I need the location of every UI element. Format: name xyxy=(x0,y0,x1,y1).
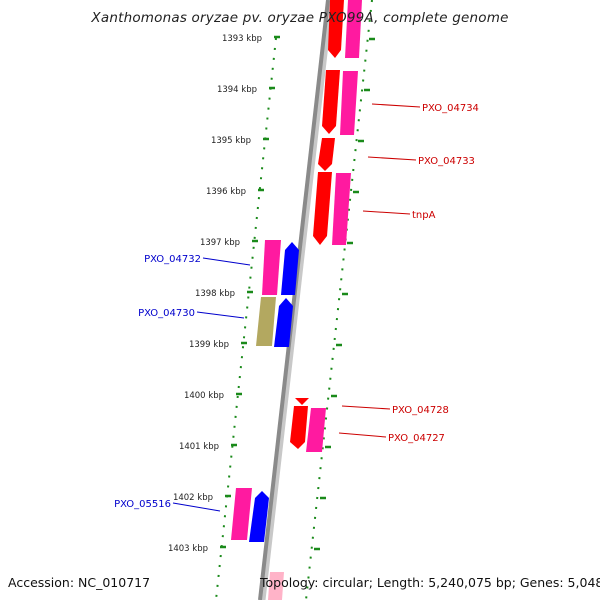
gene-label[interactable]: PXO_04727 xyxy=(388,433,445,444)
kbp-label: 1402 kbp xyxy=(173,493,213,503)
gene-leader-line xyxy=(367,156,417,161)
gene-group-pxo04732[interactable] xyxy=(262,240,299,295)
kbp-label: 1394 kbp xyxy=(217,85,257,95)
gene-leader-line xyxy=(196,311,245,319)
gene-group-pxo04733[interactable] xyxy=(318,138,335,171)
gene-leader-line xyxy=(338,432,387,438)
kbp-ticks xyxy=(220,35,375,551)
gene-pxo04730-blue[interactable] xyxy=(274,298,293,347)
gene-leader-line xyxy=(202,257,251,266)
gene-label[interactable]: PXO_04732 xyxy=(144,254,201,265)
gene-pxo04728-red-small[interactable] xyxy=(295,398,309,405)
gene-group-pxo04727[interactable] xyxy=(306,408,326,452)
gene-pxo04728-red[interactable] xyxy=(290,406,308,449)
gene-pink-top[interactable] xyxy=(345,0,362,58)
gene-label-group: PXO_04734 PXO_04733 tnpA PXO_04732 PXO_04730… xyxy=(114,103,479,512)
gene-pxo05516-blue[interactable] xyxy=(249,491,269,542)
kbp-label: 1403 kbp xyxy=(168,544,208,554)
left-ruler xyxy=(215,37,277,601)
gene-tnpa-red[interactable] xyxy=(313,172,332,245)
gene-label[interactable]: tnpA xyxy=(412,210,436,221)
genome-summary-text: Topology: circular; Length: 5,240,075 bp… xyxy=(260,575,600,590)
gene-pxo04732-pink[interactable] xyxy=(262,240,281,295)
gene-leader-line xyxy=(341,405,391,410)
kbp-label: 1396 kbp xyxy=(206,187,246,197)
kbp-label: 1395 kbp xyxy=(211,136,251,146)
kbp-label: 1397 kbp xyxy=(200,238,240,248)
gene-group-tnpa[interactable] xyxy=(313,172,351,245)
dna-backbone xyxy=(258,0,330,601)
kbp-label: 1398 kbp xyxy=(195,289,235,299)
gene-label[interactable]: PXO_04733 xyxy=(418,156,475,167)
gene-pxo05516-pink[interactable] xyxy=(231,488,252,540)
gene-label[interactable]: PXO_04728 xyxy=(392,405,449,416)
gene-pxo04734-red[interactable] xyxy=(322,70,340,134)
right-ruler xyxy=(305,0,373,601)
gene-label[interactable]: PXO_04734 xyxy=(422,103,479,114)
gene-pxo04727-pink[interactable] xyxy=(306,408,326,452)
gene-group-pxo04730[interactable] xyxy=(256,297,293,347)
gene-tnpa-pink[interactable] xyxy=(332,173,351,245)
gene-bottom-pink[interactable] xyxy=(268,572,284,600)
kbp-label: 1393 kbp xyxy=(222,34,262,44)
accession-text: Accession: NC_010717 xyxy=(8,575,151,590)
gene-leader-line xyxy=(172,502,221,512)
gene-pxo04734-pink[interactable] xyxy=(340,71,358,135)
gene-pxo04732-blue[interactable] xyxy=(281,242,299,295)
gene-label[interactable]: PXO_04730 xyxy=(138,308,195,319)
gene-leader-line xyxy=(371,103,421,108)
gene-group-top xyxy=(328,0,362,58)
kbp-label: 1399 kbp xyxy=(189,340,229,350)
kbp-label: 1401 kbp xyxy=(179,442,219,452)
gene-pxo04733-red[interactable] xyxy=(318,138,335,171)
genome-title: Xanthomonas oryzae pv. oryzae PXO99A, co… xyxy=(91,10,509,26)
gene-group-pxo04728[interactable] xyxy=(290,398,309,449)
gene-group-pxo05516[interactable] xyxy=(231,488,269,542)
gene-pxo04730-olive[interactable] xyxy=(256,297,276,346)
gene-group-pxo04734[interactable] xyxy=(322,70,358,135)
gene-leader-line xyxy=(362,210,411,215)
gene-label[interactable]: PXO_05516 xyxy=(114,499,171,510)
kbp-label-group: 1393 kbp 1394 kbp 1395 kbp 1396 kbp 1397 kbp… xyxy=(168,34,262,554)
gene-red-top[interactable] xyxy=(328,0,344,58)
kbp-label: 1400 kbp xyxy=(184,391,224,401)
